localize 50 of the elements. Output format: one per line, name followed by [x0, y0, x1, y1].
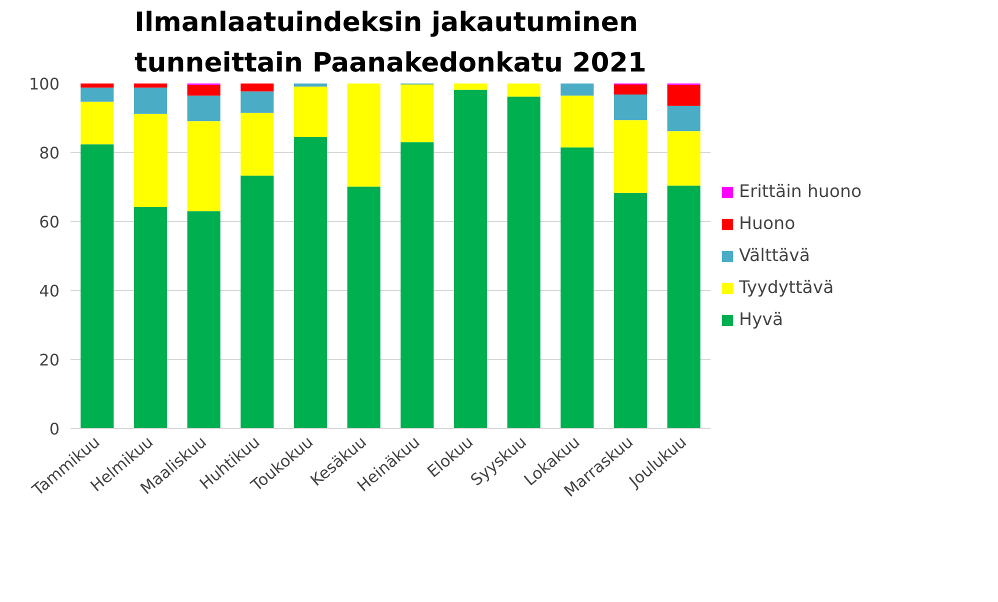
- bar: [507, 96, 540, 428]
- bar: [400, 142, 434, 428]
- bar: [240, 91, 274, 113]
- bar: [187, 121, 220, 212]
- bar: [240, 112, 274, 176]
- bar: [667, 131, 700, 186]
- legend-label: Huono: [739, 214, 796, 234]
- bar: [187, 84, 220, 96]
- bar: [240, 84, 274, 92]
- bar: [134, 207, 168, 428]
- bar: [614, 84, 648, 95]
- chart-title: Ilmanlaatuindeksin jakautuminen tunneittain Paanakedonkatu 2021: [134, 7, 646, 78]
- bar: [507, 84, 540, 97]
- bar: [454, 84, 488, 90]
- bar: [560, 96, 594, 148]
- y-tick-label: 0: [49, 420, 60, 438]
- bar: [134, 84, 168, 88]
- bar: [80, 84, 114, 88]
- bar: [347, 84, 380, 187]
- y-tick-label: 80: [39, 144, 60, 162]
- legend-label: Hyvä: [739, 310, 784, 330]
- bar: [454, 90, 488, 428]
- bar: [667, 106, 700, 132]
- bar: [134, 114, 168, 208]
- bar: [80, 144, 114, 428]
- bar: [560, 84, 594, 96]
- bar: [294, 84, 328, 87]
- bar: [614, 192, 648, 428]
- bar: [294, 86, 328, 137]
- bar: [347, 186, 380, 428]
- bar: [667, 84, 700, 106]
- bar: [294, 136, 328, 428]
- bar: [560, 147, 594, 428]
- bar: [614, 94, 648, 120]
- bar: [614, 120, 648, 193]
- y-tick-label: 60: [39, 212, 60, 232]
- y-tick-label: 100: [28, 74, 60, 94]
- bar: [240, 176, 274, 428]
- bar: [80, 88, 114, 102]
- bar: [134, 88, 168, 114]
- bar: [80, 102, 114, 144]
- y-tick-label: 20: [39, 350, 60, 370]
- bar: [187, 96, 220, 122]
- legend-label: Tyydyttävä: [739, 278, 834, 298]
- bar: [400, 84, 434, 142]
- legend-label: Välttävä: [739, 246, 810, 266]
- legend-label: Erittäin huono: [739, 182, 862, 202]
- y-tick-label: 40: [39, 282, 60, 300]
- bar: [667, 186, 700, 428]
- bar: [187, 211, 220, 428]
